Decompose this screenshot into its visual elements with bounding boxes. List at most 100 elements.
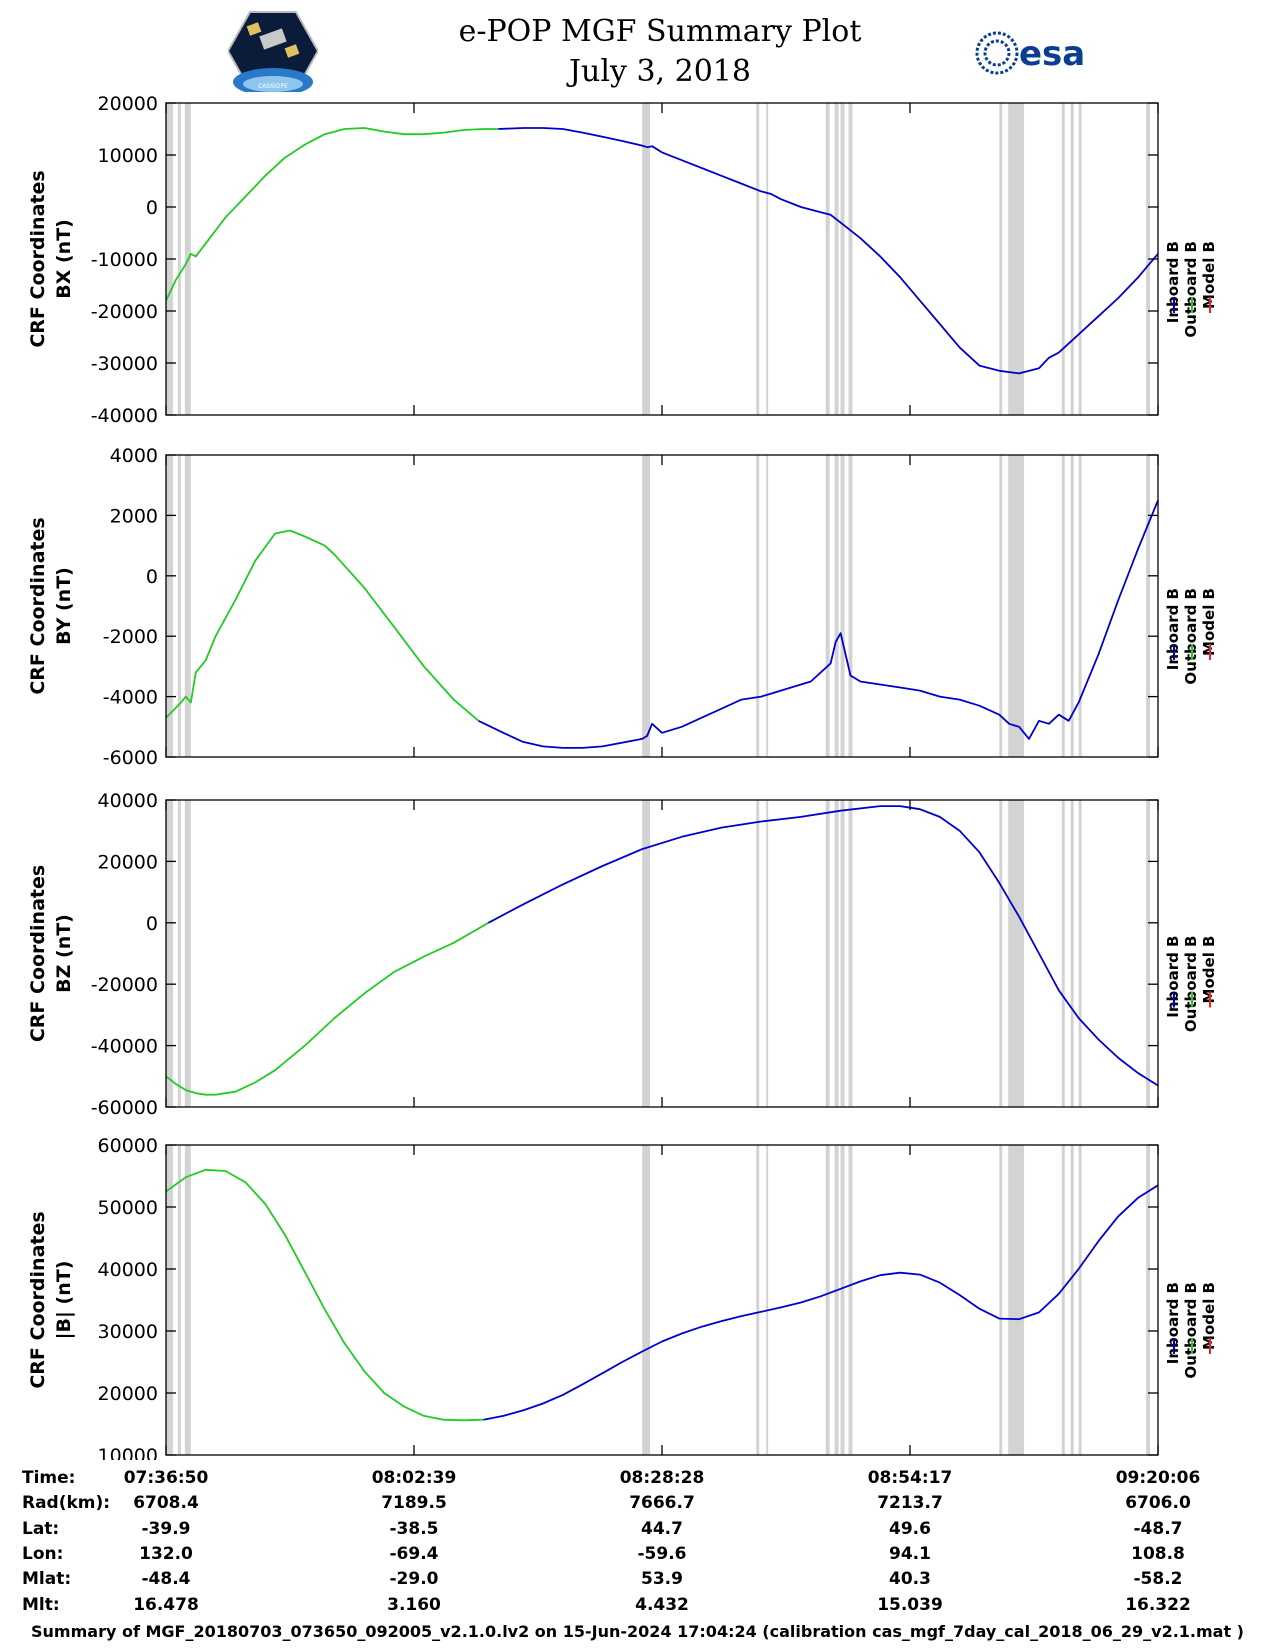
info-cell: 49.6 <box>889 1518 931 1539</box>
data-gap-12 <box>1008 800 1025 1107</box>
data-gap-7 <box>825 1145 830 1455</box>
series-inboard-b <box>478 499 1159 749</box>
panel-4: 60000 50000 40000 30000 20000 10000 CRF Coordi… <box>27 1135 1218 1460</box>
data-gap-1 <box>166 1145 173 1455</box>
esa-logo: esa <box>975 28 1090 82</box>
data-gap-2 <box>177 455 181 757</box>
info-cell: 53.9 <box>641 1569 683 1590</box>
info-cell: 40.3 <box>889 1569 931 1590</box>
y-axis-label-line1: CRF Coordinates <box>27 1211 49 1388</box>
info-cell: 07:36:50 <box>123 1468 209 1488</box>
data-gap-14 <box>1070 800 1074 1107</box>
data-gap-14 <box>1070 103 1074 415</box>
data-gap-6 <box>766 103 769 415</box>
data-gap-4 <box>642 800 651 1107</box>
panel-1: 20000 10000 0 -10000 -20000 -30000 -40000 CRF C… <box>27 93 1218 427</box>
plot-title: e-POP MGF Summary Plot July 3, 2018 <box>380 12 940 92</box>
y-tick-label: 0 <box>146 197 158 219</box>
data-gap-2 <box>177 800 181 1107</box>
info-cell: -48.4 <box>141 1569 191 1590</box>
y-tick-label: -30000 <box>91 353 158 375</box>
y-axis-label-line2: BZ (nT) <box>53 914 75 993</box>
info-cell: 132.0 <box>139 1543 193 1564</box>
legend-label-3: Model B <box>1200 241 1218 309</box>
y-tick-label: 50000 <box>98 1197 158 1219</box>
y-tick-label: 40000 <box>98 1259 158 1281</box>
info-row-label: Rad(km): <box>22 1493 111 1514</box>
info-cell: 7189.5 <box>381 1493 447 1514</box>
info-cell: -39.9 <box>141 1518 191 1539</box>
y-axis-label-line2: BX (nT) <box>53 219 75 299</box>
data-gap-5 <box>756 455 760 757</box>
data-gap-12 <box>1008 455 1025 757</box>
data-gap-3 <box>184 1145 191 1455</box>
info-cell: 09:20:06 <box>1115 1468 1201 1488</box>
y-tick-label: 0 <box>146 566 158 588</box>
data-gap-9 <box>840 800 845 1107</box>
orbit-info-table: Time: 07:36:50 08:02:39 08:28:28 08:54:17 09:… <box>0 1460 1275 1620</box>
data-gap-5 <box>756 103 760 415</box>
y-tick-label: 20000 <box>98 851 158 873</box>
title-line-2: July 3, 2018 <box>569 54 751 89</box>
legend-label-2: Outboard B <box>1182 1282 1200 1379</box>
data-gap-3 <box>184 800 191 1107</box>
y-tick-label: 10000 <box>98 145 158 167</box>
panel-3: 40000 20000 0 -20000 -40000 -60000 CRF Coordin… <box>27 790 1218 1119</box>
series-outboard-b <box>165 1168 484 1422</box>
series-inboard-b <box>498 127 1159 375</box>
data-gap-14 <box>1070 455 1074 757</box>
info-cell: -69.4 <box>389 1543 439 1564</box>
data-gap-10 <box>848 455 853 757</box>
info-cell: -59.6 <box>637 1543 687 1564</box>
data-gap-13 <box>1061 800 1065 1107</box>
info-cell: 08:54:17 <box>867 1468 953 1488</box>
data-gap-10 <box>848 1145 853 1455</box>
data-gap-9 <box>840 1145 845 1455</box>
info-row-label: Lat: <box>22 1518 60 1539</box>
data-gap-7 <box>825 103 830 415</box>
legend-label-3: Model B <box>1200 1282 1218 1350</box>
data-gap-11 <box>999 800 1003 1107</box>
title-line-1: e-POP MGF Summary Plot <box>458 14 862 49</box>
series-outboard-b <box>165 127 499 301</box>
y-tick-label: 30000 <box>98 1321 158 1343</box>
info-cell: 44.7 <box>641 1518 683 1539</box>
legend-label-2: Outboard B <box>1182 588 1200 685</box>
y-tick-label: -6000 <box>103 747 158 769</box>
info-cell: 108.8 <box>1131 1543 1185 1564</box>
y-tick-label: 40000 <box>98 790 158 812</box>
y-axis-label-line1: CRF Coordinates <box>27 865 49 1042</box>
data-gap-10 <box>848 800 853 1107</box>
y-tick-label: -40000 <box>91 1036 158 1058</box>
data-gap-4 <box>642 455 651 757</box>
y-tick-label: -10000 <box>91 249 158 271</box>
y-tick-label: 10000 <box>98 1445 158 1460</box>
data-gap-2 <box>177 103 181 415</box>
y-tick-label: 0 <box>146 913 158 935</box>
data-gap-16 <box>1146 800 1151 1107</box>
data-gap-6 <box>766 1145 769 1455</box>
info-row-label: Time: <box>22 1468 76 1488</box>
y-tick-label: -2000 <box>103 626 158 648</box>
info-cell: -58.2 <box>1133 1569 1183 1590</box>
series-outboard-b <box>165 529 480 722</box>
esa-logo-text: esa <box>1019 34 1085 74</box>
legend-label-1: Inboard B <box>1164 241 1182 323</box>
y-tick-label: -20000 <box>91 974 158 996</box>
data-gap-8 <box>834 103 839 415</box>
data-gap-13 <box>1061 103 1065 415</box>
data-gap-13 <box>1061 455 1065 757</box>
y-axis-label-line2: BY (nT) <box>53 567 75 645</box>
data-gap-11 <box>999 1145 1003 1455</box>
info-cell: 16.322 <box>1125 1594 1191 1615</box>
legend-label-3: Model B <box>1200 936 1218 1004</box>
data-gap-3 <box>184 455 191 757</box>
data-gap-12 <box>1008 103 1025 415</box>
data-gap-8 <box>834 1145 839 1455</box>
data-gap-15 <box>1078 455 1082 757</box>
data-gap-11 <box>999 455 1003 757</box>
data-gap-9 <box>840 103 845 415</box>
data-gap-8 <box>834 800 839 1107</box>
info-cell: -38.5 <box>389 1518 439 1539</box>
info-cell: 08:28:28 <box>619 1468 705 1488</box>
